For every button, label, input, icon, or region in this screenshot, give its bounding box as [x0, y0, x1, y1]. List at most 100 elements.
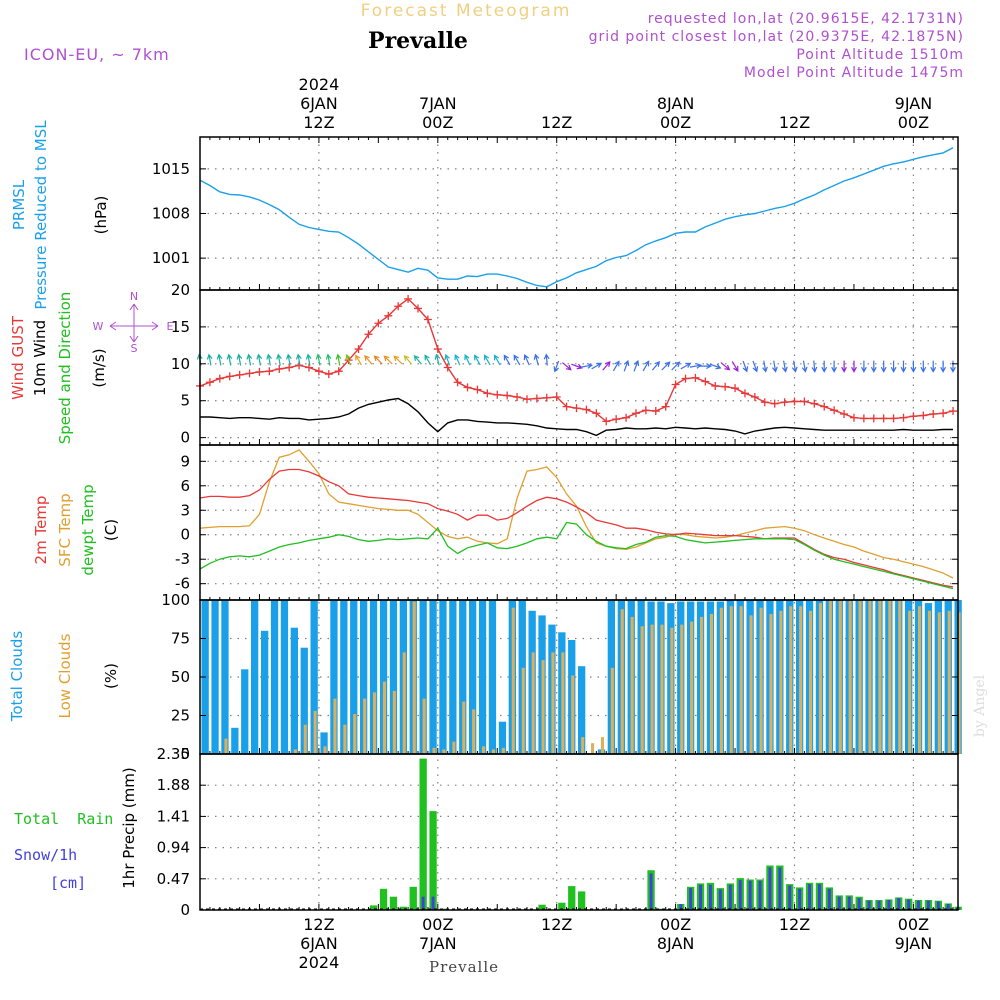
- gust-marker: [622, 413, 631, 422]
- total-cloud-bar: [310, 600, 318, 754]
- wind-arrow-icon: [920, 360, 927, 373]
- precip-panel-labels: Total Rain Snow/1h [cm] 1hr Precip (mm): [14, 767, 138, 892]
- wind-arrow-icon: [880, 360, 887, 373]
- wind-arrow-icon: [709, 363, 722, 370]
- total-cloud-bar: [578, 666, 586, 754]
- gust-marker: [830, 406, 839, 415]
- snow-bar: [699, 884, 702, 910]
- pressure-panel-labels: PRMSL Pressure Reduced to MSL (hPa): [10, 120, 110, 310]
- low-cloud-bar: [927, 610, 931, 754]
- precip-ytick-label-2: 0.94: [157, 839, 190, 857]
- bottom-time-label-0-0: 12Z: [303, 915, 334, 934]
- total-cloud-bar: [290, 627, 298, 754]
- gust-marker: [701, 377, 710, 386]
- rain-bar: [379, 888, 388, 910]
- low-cloud-bar: [898, 600, 902, 754]
- wind-arrow-icon: [373, 355, 383, 365]
- low-cloud-bar: [382, 681, 386, 754]
- pressure-sub-label: Pressure Reduced to MSL: [32, 120, 50, 310]
- t2m-line: [199, 468, 954, 588]
- total-cloud-bar: [449, 600, 457, 754]
- grid-layer: [200, 137, 958, 910]
- wind-arrow-icon: [731, 361, 739, 372]
- wind-arrow-icon: [335, 353, 342, 366]
- low-cloud-bar: [541, 660, 545, 754]
- bottom-time-label-5-0: 00Z: [898, 915, 929, 934]
- wind-arrow-icon: [533, 353, 540, 366]
- gust-marker: [384, 311, 393, 320]
- total-cloud-bar: [320, 732, 328, 754]
- top-time-label-0-0: 2024: [299, 75, 340, 94]
- gust-marker: [879, 414, 888, 423]
- total-cloud-bar: [379, 600, 388, 754]
- total-cloud-bar: [439, 600, 447, 754]
- snow-bar: [421, 896, 425, 910]
- compass-w: W: [93, 320, 104, 333]
- gust-marker: [740, 389, 749, 398]
- low-cloud-bar: [818, 603, 822, 754]
- pressure-ytick-label-1: 1008: [152, 205, 190, 223]
- wind-arrow-icon: [910, 360, 917, 373]
- wind-arrow-icon: [523, 353, 530, 366]
- snow-bar: [689, 888, 693, 910]
- gust-marker: [889, 414, 898, 423]
- series-layer: [196, 147, 962, 910]
- gust-marker: [324, 370, 333, 379]
- snow-bar: [847, 896, 851, 910]
- low-cloud-bar: [809, 610, 813, 754]
- low-cloud-bar: [363, 698, 367, 754]
- gust-marker: [592, 409, 601, 418]
- low-cloud-bar: [868, 600, 872, 754]
- wind-arrow-icon: [434, 353, 441, 366]
- low-cloud-bar: [482, 746, 486, 754]
- clouds-panel-labels: Total Clouds Low Clouds (%): [8, 631, 120, 723]
- bottom-time-label-2-0: 12Z: [541, 915, 572, 934]
- top-time-label-4-0: 12Z: [779, 113, 810, 132]
- low-cloud-bar: [630, 616, 634, 754]
- gust-marker: [780, 398, 789, 407]
- wind-arrow-icon: [493, 354, 501, 366]
- gust-marker: [433, 345, 442, 354]
- rain-bar: [419, 758, 427, 910]
- snow-bar: [887, 900, 891, 910]
- low-cloud-bar: [799, 606, 803, 754]
- bottom-time-label-0-1: 6JAN: [300, 934, 338, 953]
- low-cloud-bar: [719, 607, 723, 754]
- total-cloud-bar: [330, 600, 338, 754]
- low-cloud-bar: [303, 724, 307, 754]
- gust-marker: [532, 394, 541, 403]
- wind-arrow-icon: [503, 354, 511, 366]
- low-cloud-bar: [878, 600, 882, 754]
- compass-e: E: [167, 320, 174, 333]
- low-cloud-bar: [531, 652, 535, 754]
- super-title: Forecast Meteogram: [361, 1, 572, 21]
- wind-arrow-icon: [651, 360, 661, 371]
- pressure-line: [199, 147, 954, 288]
- wind-arrow-icon: [295, 353, 302, 366]
- low-cloud-bar: [908, 610, 912, 754]
- wind-arrow-icon: [216, 353, 223, 366]
- gust-marker: [314, 367, 323, 376]
- wind-arrow-icon: [483, 354, 491, 366]
- top-time-label-1-1: 00Z: [422, 113, 453, 132]
- gust-marker: [939, 409, 948, 418]
- pressure-label: PRMSL: [10, 179, 28, 230]
- gust-marker: [859, 414, 868, 423]
- gust-marker: [869, 414, 878, 423]
- low-cloud-bar: [888, 600, 892, 754]
- total-cloud-bar: [261, 630, 269, 754]
- snow-bar: [867, 900, 871, 910]
- low-cloud-bar: [591, 743, 595, 754]
- gust-marker: [612, 415, 621, 424]
- wind-label: 10m Wind: [31, 320, 49, 396]
- wind-arrow-icon: [831, 360, 838, 373]
- model-point-altitude: Model Point Altitude 1475m: [744, 65, 964, 81]
- wind-arrow-icon: [444, 353, 451, 366]
- gust-marker: [542, 393, 551, 402]
- low-cloud-bar: [749, 615, 753, 754]
- top-time-label-3-1: 00Z: [660, 113, 691, 132]
- low-cloud-bar: [660, 624, 664, 754]
- low-cloud-bar: [620, 609, 624, 754]
- gust-marker: [225, 372, 234, 381]
